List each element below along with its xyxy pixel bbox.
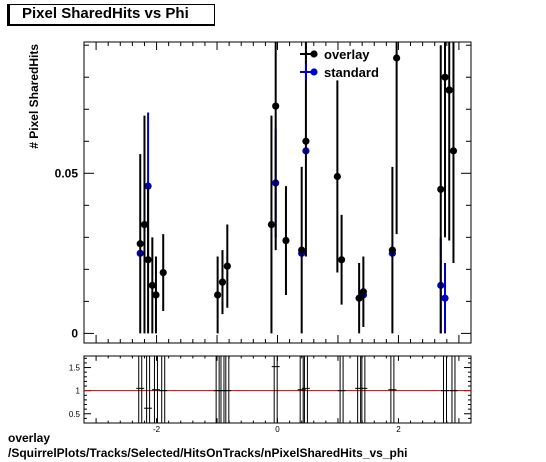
overlay-point <box>388 246 396 254</box>
overlay-point <box>449 147 458 155</box>
main-plot-frame <box>83 41 472 344</box>
chart-title: Pixel SharedHits vs Phi <box>22 5 189 22</box>
overlay-point <box>441 73 449 81</box>
overlay-point <box>355 294 363 302</box>
overlay-point <box>214 291 222 299</box>
footer-line-1: overlay <box>8 431 51 445</box>
ratio-y-tick-label: 1 <box>76 387 81 396</box>
x-tick-label: 2 <box>396 425 401 434</box>
overlay-point <box>272 102 280 110</box>
y-tick-label: 0 <box>71 326 78 340</box>
overlay-point <box>359 288 367 296</box>
overlay-point <box>159 268 167 277</box>
overlay-point <box>267 220 276 229</box>
x-tick-label: 0 <box>275 425 280 434</box>
overlay-point <box>302 137 310 145</box>
title-box <box>7 4 215 26</box>
overlay-point <box>148 281 156 289</box>
overlay-point <box>144 256 152 264</box>
overlay-point <box>136 240 144 248</box>
legend-standard-label: standard <box>324 65 379 80</box>
overlay-point <box>393 54 401 62</box>
footer-line-2: /SquirrelPlots/Tracks/Selected/HitsOnTra… <box>8 446 408 460</box>
overlay-point <box>282 236 290 245</box>
ratio-y-tick-label: 0.5 <box>69 410 81 419</box>
overlay-point <box>298 246 306 254</box>
legend-standard-marker <box>310 68 318 76</box>
legend-overlay-marker <box>310 50 318 58</box>
y-axis-label: # Pixel SharedHits <box>27 44 41 149</box>
standard-point <box>441 294 449 302</box>
ratio-y-tick-label: 1.5 <box>69 364 81 373</box>
overlay-point <box>445 86 453 94</box>
legend-overlay-label: overlay <box>324 47 370 62</box>
overlay-point <box>333 172 341 181</box>
standard-point <box>144 182 152 190</box>
overlay-point <box>223 262 231 270</box>
y-tick-label: 0.05 <box>55 166 79 180</box>
overlay-point <box>152 291 160 299</box>
x-tick-label: -2 <box>153 425 161 434</box>
overlay-point <box>140 220 149 229</box>
overlay-point <box>337 256 346 264</box>
overlay-point <box>218 278 227 286</box>
overlay-point <box>437 185 445 193</box>
